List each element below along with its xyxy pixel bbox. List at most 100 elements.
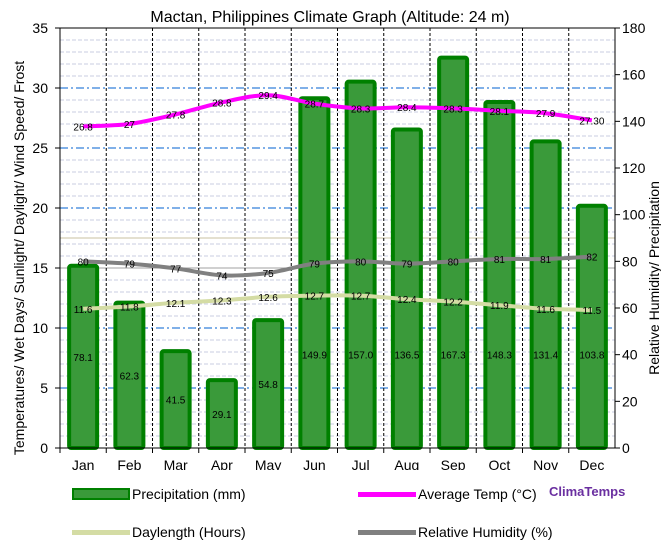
bar-data-label: 78.1 — [73, 353, 93, 364]
right-tick-label: 100 — [622, 207, 646, 223]
legend-precipitation: Precipitation (mm) — [72, 486, 246, 502]
line-data-label: 12.7 — [351, 292, 371, 303]
line-data-label: 11.9 — [490, 301, 509, 312]
line-data-label: 74 — [216, 271, 228, 282]
left-tick-label: 25 — [32, 140, 48, 156]
bar-data-label: 54.8 — [258, 380, 278, 391]
bar-data-label: 136.5 — [394, 351, 419, 362]
right-tick-label: 60 — [622, 300, 638, 316]
left-tick-label: 20 — [32, 200, 48, 216]
bar-data-label: 62.3 — [120, 371, 140, 382]
right-tick-label: 160 — [622, 67, 646, 83]
right-tick-label: 40 — [622, 347, 638, 363]
line-data-label: 79 — [124, 260, 136, 271]
line-data-label: 12.4 — [397, 295, 417, 306]
line-data-label: 80 — [355, 257, 367, 268]
left-tick-label: 35 — [32, 20, 48, 36]
line-data-label: 27.9 — [536, 109, 556, 120]
legend-label: Precipitation (mm) — [132, 486, 246, 502]
line-data-label: 12.6 — [258, 293, 278, 304]
line-data-label: 28.4 — [397, 103, 417, 114]
x-tick-label: Aug — [394, 457, 419, 470]
right-tick-label: 120 — [622, 160, 646, 176]
legend-swatch-daylength — [72, 529, 130, 535]
line-data-label: 80 — [78, 257, 90, 268]
chart-title: Mactan, Philippines Climate Graph (Altit… — [150, 9, 509, 26]
left-tick-label: 0 — [40, 440, 48, 456]
climate-chart: 78.1 62.3 41.5 29.1 54.8 149.9 157.0 136.5 167.3… — [11, 9, 661, 473]
line-data-label: 28.3 — [351, 104, 371, 115]
precipitation-bar — [529, 139, 562, 450]
line-data-label: 27.8 — [166, 110, 186, 121]
line-data-label: 12.2 — [443, 298, 463, 309]
line-data-label: 11.6 — [74, 305, 93, 316]
x-tick-label: Jun — [303, 457, 326, 470]
bar-data-label: 148.3 — [487, 351, 512, 362]
legend-swatch-precipitation — [72, 488, 130, 500]
line-data-label: 79 — [309, 260, 321, 271]
line-data-label: 81 — [494, 255, 506, 266]
line-data-label: 75 — [263, 269, 275, 280]
x-tick-label: Oct — [488, 457, 510, 470]
left-axis-label: Temperatures/ Wet Days/ Sunlight/ Daylig… — [11, 61, 27, 455]
line-data-label: 27.30 — [579, 116, 604, 127]
line-data-label: 77 — [170, 264, 182, 275]
precipitation-bar — [437, 55, 470, 451]
left-tick-label: 10 — [32, 320, 48, 336]
legend-temp: Average Temp (°C) — [358, 486, 537, 502]
line-data-label: 26.8 — [73, 122, 93, 133]
x-tick-label: Nov — [533, 457, 558, 470]
series-line-2 — [83, 293, 592, 312]
bar-data-label: 149.9 — [302, 351, 327, 362]
legend-humidity: Relative Humidity (%) — [358, 524, 553, 540]
series-line-3 — [83, 254, 592, 278]
bar-data-label: 157.0 — [348, 351, 373, 362]
line-data-label: 79 — [401, 260, 413, 271]
legend-label: Average Temp (°C) — [418, 486, 537, 502]
x-tick-label: Jan — [72, 457, 95, 470]
x-tick-label: Jul — [352, 457, 370, 470]
brand-logo: ClimaTemps — [549, 484, 626, 499]
line-data-label: 81 — [540, 255, 552, 266]
line-data-label: 28.3 — [443, 104, 463, 115]
right-axis-label: Relative Humidity/ Precipitation — [646, 181, 661, 375]
right-tick-label: 80 — [622, 253, 638, 269]
x-tick-label: Dec — [579, 457, 604, 470]
bar-data-label: 41.5 — [166, 396, 186, 407]
bar-data-label: 29.1 — [212, 410, 232, 421]
x-tick-label: Feb — [117, 457, 141, 470]
x-tick-label: May — [255, 457, 281, 470]
line-data-label: 12.1 — [166, 299, 186, 310]
x-tick-label: Mar — [164, 457, 188, 470]
line-data-label: 27 — [124, 120, 136, 131]
x-tick-label: Sep — [441, 457, 466, 470]
left-tick-label: 15 — [32, 260, 48, 276]
legend-label: Daylength (Hours) — [132, 524, 246, 540]
line-data-label: 12.3 — [212, 296, 232, 307]
right-tick-label: 140 — [622, 113, 646, 129]
line-data-label: 29.4 — [258, 91, 278, 102]
line-data-label: 28.8 — [212, 98, 232, 109]
right-tick-label: 180 — [622, 20, 646, 36]
series-line-1 — [83, 93, 593, 129]
right-tick-label: 0 — [622, 440, 630, 456]
bar-data-label: 131.4 — [533, 351, 558, 362]
precipitation-bar — [483, 99, 516, 450]
line-data-label: 11.6 — [536, 305, 555, 316]
line-data-label: 12.7 — [305, 292, 325, 303]
line-data-label: 28.7 — [305, 100, 325, 111]
left-tick-label: 5 — [40, 380, 48, 396]
precipitation-bar — [575, 203, 608, 450]
legend-label: Relative Humidity (%) — [418, 524, 553, 540]
line-data-label: 82 — [586, 253, 598, 264]
bar-data-label: 167.3 — [441, 351, 466, 362]
x-tick-label: Apr — [211, 457, 233, 470]
precipitation-bar — [390, 127, 423, 450]
legend-daylength: Daylength (Hours) — [72, 524, 246, 540]
line-data-label: 28.1 — [490, 107, 510, 118]
line-data-label: 11.5 — [583, 306, 602, 317]
bar-data-label: 103.8 — [579, 351, 604, 362]
precipitation-bar — [298, 96, 331, 450]
line-data-label: 11.8 — [120, 302, 139, 313]
